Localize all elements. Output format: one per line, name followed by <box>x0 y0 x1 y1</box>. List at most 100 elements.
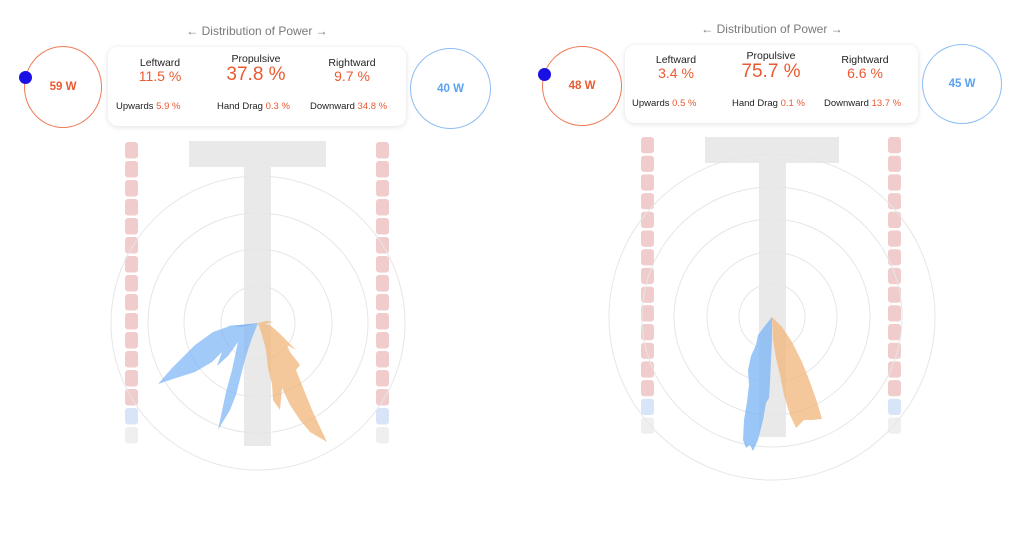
metric-label: Hand Drag <box>732 98 778 109</box>
left-arm-power-value: 48 W <box>568 80 596 92</box>
metric-value: 75.7 % <box>741 61 801 82</box>
position-marker[interactable] <box>538 68 551 81</box>
side-bar-right <box>376 142 389 444</box>
metric-downward: Downward 13.7 % <box>824 98 901 109</box>
segment <box>641 249 654 266</box>
polar-rings <box>110 175 406 471</box>
pole-stem <box>244 167 271 446</box>
segment <box>125 161 138 178</box>
metric-value: 34.8 % <box>357 101 388 112</box>
side-bar-right <box>888 137 901 434</box>
left-arm-power-gauge: 59 W <box>24 46 102 128</box>
segment <box>376 427 389 444</box>
segment <box>125 256 138 273</box>
segment <box>376 142 389 159</box>
metric-label: Downward <box>824 98 869 109</box>
metric-value: 6.6 % <box>847 65 883 81</box>
left-arm-distribution <box>772 317 822 428</box>
segment <box>376 408 389 425</box>
segment <box>888 174 901 191</box>
pole-crossbar <box>189 141 326 167</box>
segment <box>125 142 138 159</box>
segment <box>888 230 901 247</box>
side-bar-left <box>641 137 654 434</box>
left-arm-power-gauge: 48 W <box>542 46 622 126</box>
chart-title: ← Distribution of Power → <box>701 22 843 36</box>
segment <box>376 313 389 330</box>
segment <box>641 211 654 228</box>
segment <box>888 286 901 303</box>
segment <box>888 380 901 397</box>
metric-value: 37.8 % <box>226 64 286 85</box>
segment <box>641 361 654 378</box>
metric-hand-drag: Hand Drag 0.3 % <box>217 101 290 112</box>
left-arm-distribution <box>258 321 327 442</box>
polar-rings <box>608 153 936 481</box>
segment <box>376 332 389 349</box>
segment <box>888 193 901 210</box>
segment <box>376 199 389 216</box>
metric-value: 13.7 % <box>871 98 902 109</box>
polar-plot-left <box>110 141 406 471</box>
metric-value: 0.1 % <box>780 98 805 109</box>
segment <box>641 230 654 247</box>
left-arm-power-value: 59 W <box>49 81 77 93</box>
distribution-card: Leftward 3.4 % Propulsive 75.7 % Rightwa… <box>625 45 918 123</box>
metric-label: Rightward <box>841 54 889 66</box>
right-arm-distribution <box>743 317 772 451</box>
segment <box>376 218 389 235</box>
metric-leftward: Leftward 3.4 % <box>656 54 696 81</box>
segment <box>888 324 901 341</box>
metric-label: Hand Drag <box>217 101 263 112</box>
segment <box>888 211 901 228</box>
segment <box>641 137 654 154</box>
segment <box>641 342 654 359</box>
metric-value: 0.5 % <box>672 98 697 109</box>
metric-value: 11.5 % <box>138 68 182 84</box>
segment <box>888 137 901 154</box>
segment <box>376 275 389 292</box>
right-arm-power-gauge: 45 W <box>922 44 1002 124</box>
metric-value: 0.3 % <box>265 101 290 112</box>
segment <box>641 174 654 191</box>
segment <box>125 313 138 330</box>
metric-label: Upwards <box>116 101 154 112</box>
segment <box>125 351 138 368</box>
distribution-card: Leftward 11.5 % Propulsive 37.8 % Rightw… <box>108 47 406 126</box>
metric-rightward: Rightward 6.6 % <box>841 54 888 81</box>
right-arm-distribution <box>158 323 258 430</box>
segment <box>888 417 901 434</box>
metric-hand-drag: Hand Drag 0.1 % <box>732 98 805 109</box>
segment <box>376 161 389 178</box>
segment <box>641 380 654 397</box>
metric-label: Propulsive <box>231 53 281 65</box>
segment <box>641 417 654 434</box>
segment <box>376 256 389 273</box>
metric-propulsive: Propulsive 75.7 % <box>741 50 800 82</box>
metric-value: 3.4 % <box>658 65 694 81</box>
segment <box>641 305 654 322</box>
segment <box>125 218 138 235</box>
segment <box>376 180 389 197</box>
segment <box>125 180 138 197</box>
segment <box>376 294 389 311</box>
metric-label: Leftward <box>655 54 697 66</box>
segment <box>888 267 901 285</box>
segment <box>641 324 654 341</box>
segment <box>125 427 138 444</box>
segment <box>376 351 389 368</box>
metric-upwards: Upwards 0.5 % <box>632 98 696 109</box>
metric-label: Downward <box>310 101 355 112</box>
segment <box>125 237 138 254</box>
right-arm-power-value: 45 W <box>948 78 976 90</box>
polar-plot-right <box>608 137 936 481</box>
position-marker[interactable] <box>19 71 32 84</box>
segment <box>641 267 654 285</box>
segment <box>125 294 138 311</box>
metric-value: 5.9 % <box>156 101 181 112</box>
right-arm-power-gauge: 40 W <box>410 48 491 129</box>
segment <box>888 249 901 266</box>
segment <box>641 398 654 415</box>
segment <box>888 361 901 378</box>
pole-crossbar <box>705 137 839 163</box>
